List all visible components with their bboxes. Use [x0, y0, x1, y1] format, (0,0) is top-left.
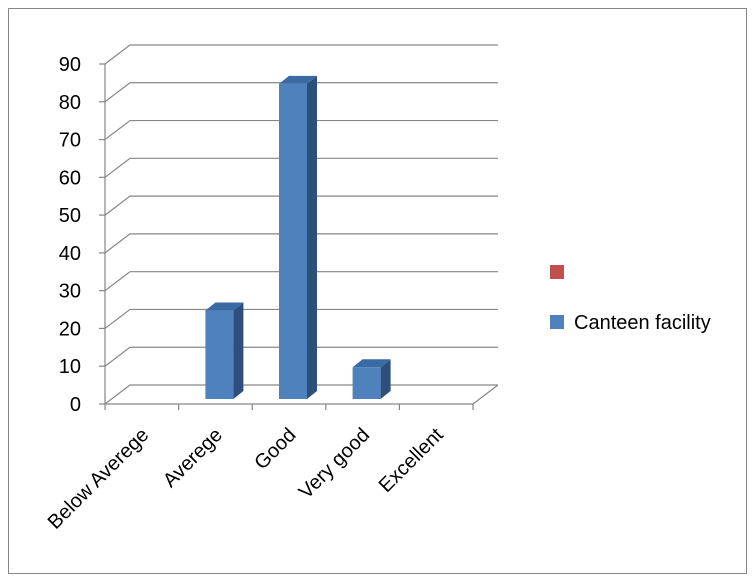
gridline-depth	[104, 82, 131, 103]
y-tick-label: 30	[59, 281, 81, 303]
legend: Canteen facility	[550, 265, 711, 334]
bar-front	[352, 367, 381, 399]
bar-top	[279, 75, 317, 84]
gridline-depth	[104, 271, 131, 292]
bar-good	[279, 75, 317, 399]
legend-swatch	[550, 265, 564, 279]
legend-item	[550, 265, 564, 279]
y-tick-label: 0	[70, 394, 81, 416]
gridline-depth	[104, 120, 131, 141]
legend-swatch	[550, 315, 564, 329]
legend-label: Canteen facility	[574, 312, 711, 334]
y-tick-label: 50	[59, 205, 81, 227]
bar-side	[233, 302, 244, 399]
y-tick-label: 20	[59, 318, 81, 340]
bar-averege	[205, 302, 244, 399]
bar-very-good	[352, 359, 391, 399]
gridline-depth	[104, 346, 131, 367]
y-tick-labels: 0 10 20 30 40 50 60 70 80 90	[59, 54, 81, 416]
axes	[99, 63, 499, 410]
y-tick-label: 60	[59, 167, 81, 189]
bar-top	[205, 302, 244, 311]
bars	[205, 75, 391, 399]
bar-top	[352, 359, 391, 368]
floor-right-edge	[472, 384, 499, 405]
bar-front	[205, 310, 234, 399]
legend-item: Canteen facility	[550, 312, 711, 334]
y-tick-label: 40	[59, 243, 81, 265]
bar-side	[307, 75, 317, 399]
y-tick-label: 70	[59, 130, 81, 152]
gridline-depth	[104, 195, 131, 216]
y-tick-label: 10	[59, 356, 81, 378]
gridline-depth	[104, 384, 131, 405]
chart-border	[8, 8, 747, 574]
gridline	[104, 44, 498, 65]
y-tick-label: 90	[59, 54, 81, 76]
gridline-depth	[104, 308, 131, 329]
bar-side	[380, 359, 391, 399]
gridline-depth	[104, 157, 131, 178]
y-tick-label: 80	[59, 92, 81, 114]
bar-front	[279, 83, 307, 399]
gridline-depth	[104, 233, 131, 254]
gridline-depth	[104, 44, 131, 65]
